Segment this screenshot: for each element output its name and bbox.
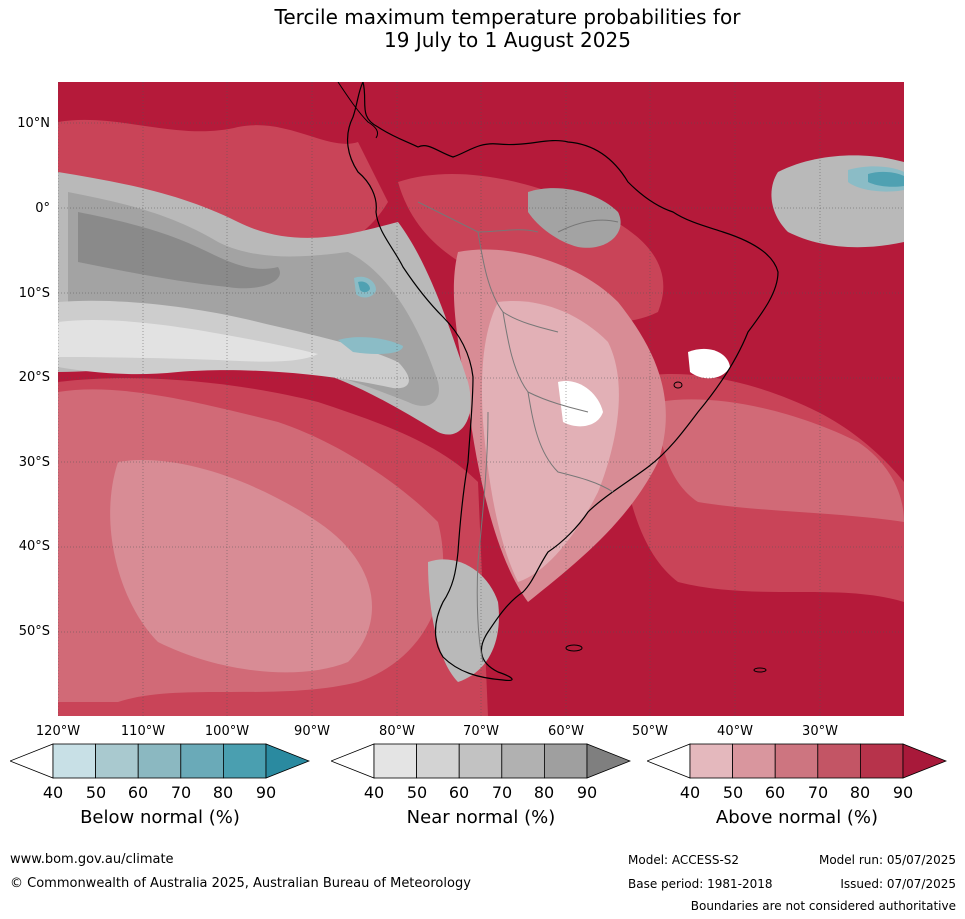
lat-label-0: 0° bbox=[35, 201, 50, 216]
below-tick-40: 40 bbox=[42, 783, 64, 802]
lon-label-40w: 40°W bbox=[717, 724, 753, 739]
near-tick-60: 60 bbox=[448, 783, 470, 802]
colorbar-segment bbox=[52, 743, 96, 779]
above-tick-50: 50 bbox=[722, 783, 744, 802]
near-normal-50-region bbox=[58, 319, 318, 362]
lat-label-10s: 10°S bbox=[18, 286, 50, 301]
above-tick-80: 80 bbox=[849, 783, 871, 802]
lon-label-90w: 90°W bbox=[294, 724, 330, 739]
colorbar-above-title: Above normal (%) bbox=[715, 807, 879, 828]
near-tick-80: 80 bbox=[533, 783, 555, 802]
central-america-coastline bbox=[337, 82, 379, 139]
lon-label-120w: 120°W bbox=[35, 724, 81, 739]
colorbar-segment bbox=[774, 743, 819, 779]
colorbar-left-arrow bbox=[329, 743, 375, 779]
probability-map bbox=[58, 82, 904, 716]
base-period-text: Base period: 1981-2018 bbox=[628, 877, 773, 891]
below-tick-50: 50 bbox=[85, 783, 107, 802]
model-text: Model: ACCESS-S2 bbox=[628, 853, 740, 867]
lat-label-50s: 50°S bbox=[18, 624, 50, 639]
colorbar-above-svg bbox=[645, 743, 948, 779]
colorbar-below-title: Below normal (%) bbox=[80, 807, 240, 828]
title-line-1: Tercile maximum temperature probabilitie… bbox=[274, 5, 741, 29]
colorbar-segment bbox=[859, 743, 904, 779]
colorbar-segment bbox=[543, 743, 588, 779]
colorbar-left-arrow bbox=[645, 743, 691, 779]
near-tick-40: 40 bbox=[363, 783, 385, 802]
lat-label-40s: 40°S bbox=[18, 539, 50, 554]
colorbar-segment bbox=[732, 743, 776, 779]
colorbar-above-normal bbox=[645, 743, 948, 783]
lat-label-10n: 10°N bbox=[17, 116, 50, 131]
colorbar-segment bbox=[416, 743, 460, 779]
below-tick-90: 90 bbox=[255, 783, 277, 802]
lon-label-110w: 110°W bbox=[120, 724, 166, 739]
colorbar-segment bbox=[373, 743, 417, 779]
colorbar-right-arrow bbox=[586, 743, 632, 779]
lat-label-20s: 20°S bbox=[18, 370, 50, 385]
colorbar-near-normal bbox=[329, 743, 632, 783]
colorbar-right-arrow bbox=[902, 743, 948, 779]
colorbar-segment bbox=[458, 743, 503, 779]
colorbar-below-svg bbox=[8, 743, 311, 779]
colorbar-segment bbox=[689, 743, 733, 779]
lon-label-100w: 100°W bbox=[204, 724, 250, 739]
above-50-region bbox=[481, 301, 619, 582]
gridlines bbox=[58, 82, 904, 716]
colorbar-left-arrow bbox=[8, 743, 54, 779]
near-normal-90-region bbox=[78, 212, 280, 289]
above-60-region bbox=[110, 460, 372, 673]
lat-label-30s: 30°S bbox=[18, 455, 50, 470]
near-tick-70: 70 bbox=[491, 783, 513, 802]
below-normal-patch-2 bbox=[358, 281, 370, 293]
falkland-islands bbox=[565, 644, 583, 652]
country-borders bbox=[417, 201, 619, 663]
colorbar-below-normal bbox=[8, 743, 311, 783]
issued-text: Issued: 07/07/2025 bbox=[840, 877, 956, 891]
colorbar-segment bbox=[137, 743, 182, 779]
colorbar-segment bbox=[222, 743, 267, 779]
colorbar-segment bbox=[501, 743, 545, 779]
map-title: Tercile maximum temperature probabilitie… bbox=[0, 6, 965, 52]
above-70-region-east bbox=[658, 399, 904, 522]
below-normal-patch-5 bbox=[868, 171, 904, 187]
lon-label-80w: 80°W bbox=[379, 724, 415, 739]
colorbar-segment bbox=[95, 743, 139, 779]
lon-label-50w: 50°W bbox=[632, 724, 668, 739]
above-tick-60: 60 bbox=[764, 783, 786, 802]
south-america-coastline bbox=[346, 82, 779, 682]
lon-label-60w: 60°W bbox=[548, 724, 584, 739]
colorbar-near-title: Near normal (%) bbox=[406, 807, 556, 828]
colorbar-right-arrow bbox=[265, 743, 311, 779]
colorbar-segment bbox=[817, 743, 861, 779]
colorbar-segment bbox=[180, 743, 224, 779]
below-tick-80: 80 bbox=[212, 783, 234, 802]
above-tick-90: 90 bbox=[892, 783, 914, 802]
model-run-text: Model run: 05/07/2025 bbox=[818, 853, 956, 867]
colorbar-near-svg bbox=[329, 743, 632, 779]
below-normal-patch-3 bbox=[338, 337, 403, 354]
near-normal-amazon bbox=[528, 188, 621, 248]
map-svg bbox=[58, 82, 904, 716]
website-link[interactable]: www.bom.gov.au/climate bbox=[10, 852, 174, 867]
copyright-text: © Commonwealth of Australia 2025, Austra… bbox=[10, 876, 471, 891]
near-tick-50: 50 bbox=[406, 783, 428, 802]
lon-label-30w: 30°W bbox=[802, 724, 838, 739]
island-trindade bbox=[673, 381, 683, 389]
title-line-2: 19 July to 1 August 2025 bbox=[384, 28, 631, 52]
lon-label-70w: 70°W bbox=[463, 724, 499, 739]
above-tick-40: 40 bbox=[679, 783, 701, 802]
no-signal-region-2 bbox=[688, 348, 730, 379]
south-georgia bbox=[753, 667, 767, 673]
below-tick-60: 60 bbox=[127, 783, 149, 802]
below-tick-70: 70 bbox=[170, 783, 192, 802]
no-signal-region-1 bbox=[558, 381, 603, 427]
disclaimer-text: Boundaries are not considered authoritat… bbox=[690, 899, 956, 913]
near-tick-90: 90 bbox=[576, 783, 598, 802]
above-tick-70: 70 bbox=[807, 783, 829, 802]
